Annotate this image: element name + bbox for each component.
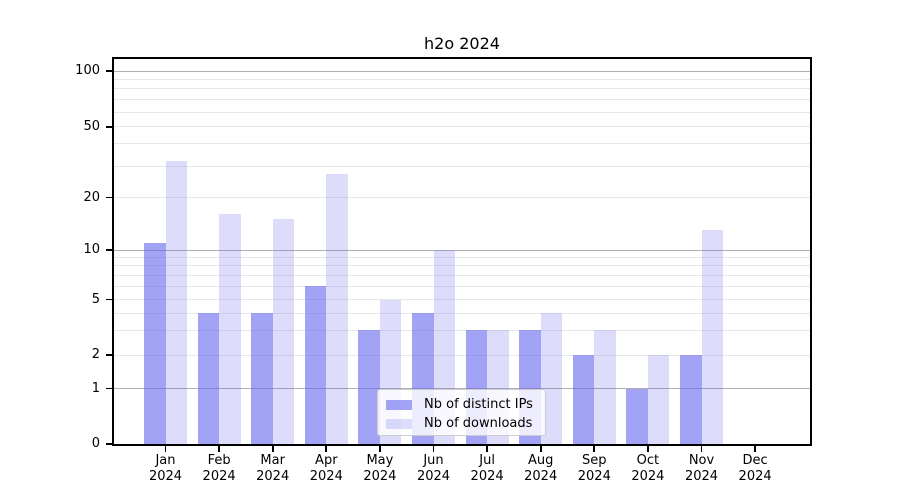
plot-area: 0 1 2 5 10 20 50 100 Jan 2024 Feb 2024 Mar 2024 Apr 202… — [75, 59, 810, 484]
y-tick-label: 20 — [83, 189, 100, 205]
minor-gridline — [114, 197, 810, 198]
bar-downloads-nov — [701, 230, 723, 444]
x-tick — [754, 446, 756, 452]
bar-downloads-mar — [272, 219, 295, 444]
x-tick-label: Sep 2024 — [577, 452, 611, 484]
x-tick — [271, 446, 274, 452]
legend-label-distinct-ips: Nb of distinct IPs — [424, 397, 533, 412]
legend-swatch-downloads — [386, 418, 412, 429]
minor-gridline — [114, 312, 810, 314]
minor-gridline — [114, 274, 810, 276]
bar-distinct-ips-nov — [680, 355, 702, 444]
x-tick — [700, 446, 703, 452]
minor-gridline — [114, 88, 810, 90]
x-tick-label: Aug 2024 — [524, 452, 558, 484]
bar-downloads-oct — [647, 355, 670, 444]
minor-gridline — [114, 165, 810, 167]
y-tick — [106, 249, 113, 251]
x-tick — [325, 446, 328, 452]
bar-downloads-sep — [594, 330, 616, 444]
y-tick-label: 5 — [91, 291, 100, 307]
x-tick-label: Dec 2024 — [738, 452, 772, 484]
x-tick-label: Oct 2024 — [631, 452, 665, 484]
legend-row-distinct-ips: Nb of distinct IPs — [386, 395, 545, 414]
y-tick — [106, 196, 113, 199]
x-tick — [379, 446, 381, 452]
chart-title: h2o 2024 — [424, 34, 500, 53]
y-tick-label: 50 — [83, 118, 100, 134]
x-tick-label: Jul 2024 — [470, 452, 504, 484]
major-gridline — [114, 249, 810, 251]
bar-distinct-ips-jan — [144, 242, 166, 444]
x-tick — [218, 446, 220, 452]
x-tick-label: Jan 2024 — [148, 452, 183, 484]
bar-distinct-ips-oct — [626, 388, 648, 444]
major-gridline — [114, 388, 810, 389]
bar-downloads-feb — [219, 214, 241, 444]
x-tick — [593, 446, 596, 452]
minor-gridline — [114, 329, 810, 331]
minor-gridline — [114, 257, 810, 259]
bar-distinct-ips-sep — [572, 355, 595, 444]
y-tick — [106, 354, 113, 356]
x-tick — [486, 446, 488, 452]
minor-gridline — [114, 143, 810, 145]
minor-gridline — [114, 78, 810, 80]
y-tick — [106, 298, 113, 301]
minor-gridline — [114, 111, 810, 113]
bar-distinct-ips-mar — [251, 313, 273, 444]
bar-downloads-jan — [165, 161, 187, 444]
minor-gridline — [114, 299, 810, 300]
x-tick — [164, 446, 167, 452]
minor-gridline — [114, 285, 810, 287]
major-gridline — [114, 70, 810, 72]
y-tick-label: 10 — [83, 242, 100, 257]
x-tick-label: Jun 2024 — [416, 452, 451, 484]
bar-downloads-apr — [326, 174, 348, 444]
bar-downloads-aug — [540, 313, 563, 444]
y-tick — [106, 70, 113, 72]
y-tick — [106, 387, 113, 390]
y-tick-label: 100 — [75, 63, 100, 78]
bar-distinct-ips-feb — [197, 313, 220, 444]
minor-gridline — [114, 354, 810, 356]
minor-gridline — [114, 126, 810, 128]
top-spine — [112, 57, 812, 59]
y-tick-label: 2 — [91, 347, 100, 362]
x-tick-label: May 2024 — [363, 452, 397, 484]
x-tick-label: Nov 2024 — [684, 452, 719, 484]
minor-gridline — [114, 265, 810, 267]
x-tick — [647, 446, 649, 452]
y-tick — [106, 125, 113, 128]
right-spine — [810, 57, 812, 446]
y-tick-label: 0 — [91, 436, 100, 451]
legend-row-downloads: Nb of downloads — [386, 414, 545, 433]
y-tick-label: 1 — [91, 380, 100, 396]
x-tick — [432, 446, 435, 452]
y-tick — [106, 443, 113, 445]
left-spine — [112, 57, 114, 446]
bar-distinct-ips-apr — [304, 286, 327, 444]
minor-gridline — [114, 99, 810, 101]
bottom-spine — [112, 444, 812, 446]
x-tick — [539, 446, 542, 452]
x-tick-label: Apr 2024 — [309, 452, 343, 484]
legend: Nb of distinct IPs Nb of downloads — [377, 389, 546, 436]
legend-label-downloads: Nb of downloads — [424, 416, 533, 431]
bar-distinct-ips-may — [358, 330, 380, 444]
x-tick-label: Feb 2024 — [202, 452, 236, 484]
legend-swatch-distinct-ips — [386, 399, 412, 410]
x-tick-label: Mar 2024 — [256, 452, 290, 484]
